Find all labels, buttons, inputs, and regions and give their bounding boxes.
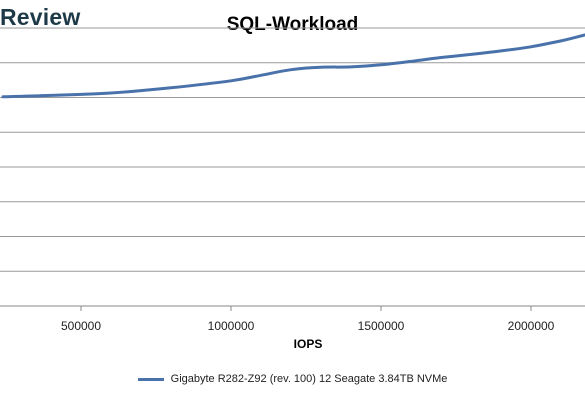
x-axis (0, 305, 585, 311)
review-logo-watermark: Review (0, 4, 81, 30)
x-tick-label-1: 1000000 (208, 319, 255, 333)
gridlines (0, 27, 585, 272)
legend-entry: Gigabyte R282-Z92 (rev. 100) 12 Seagate … (170, 373, 448, 386)
x-tick-labels: 500000 1000000 1500000 2000000 (61, 319, 555, 333)
chart-title: SQL-Workload (226, 14, 359, 35)
legend-swatch (137, 377, 164, 381)
x-tick-label-0: 500000 (61, 319, 101, 333)
x-tick-label-2: 1500000 (358, 319, 405, 333)
series-line-0 (1, 33, 585, 99)
legend: Gigabyte R282-Z92 (rev. 100) 12 Seagate … (0, 373, 585, 385)
x-tick-label-3: 2000000 (508, 319, 555, 333)
series-lines (1, 33, 585, 99)
x-axis-label: IOPS (294, 337, 323, 351)
